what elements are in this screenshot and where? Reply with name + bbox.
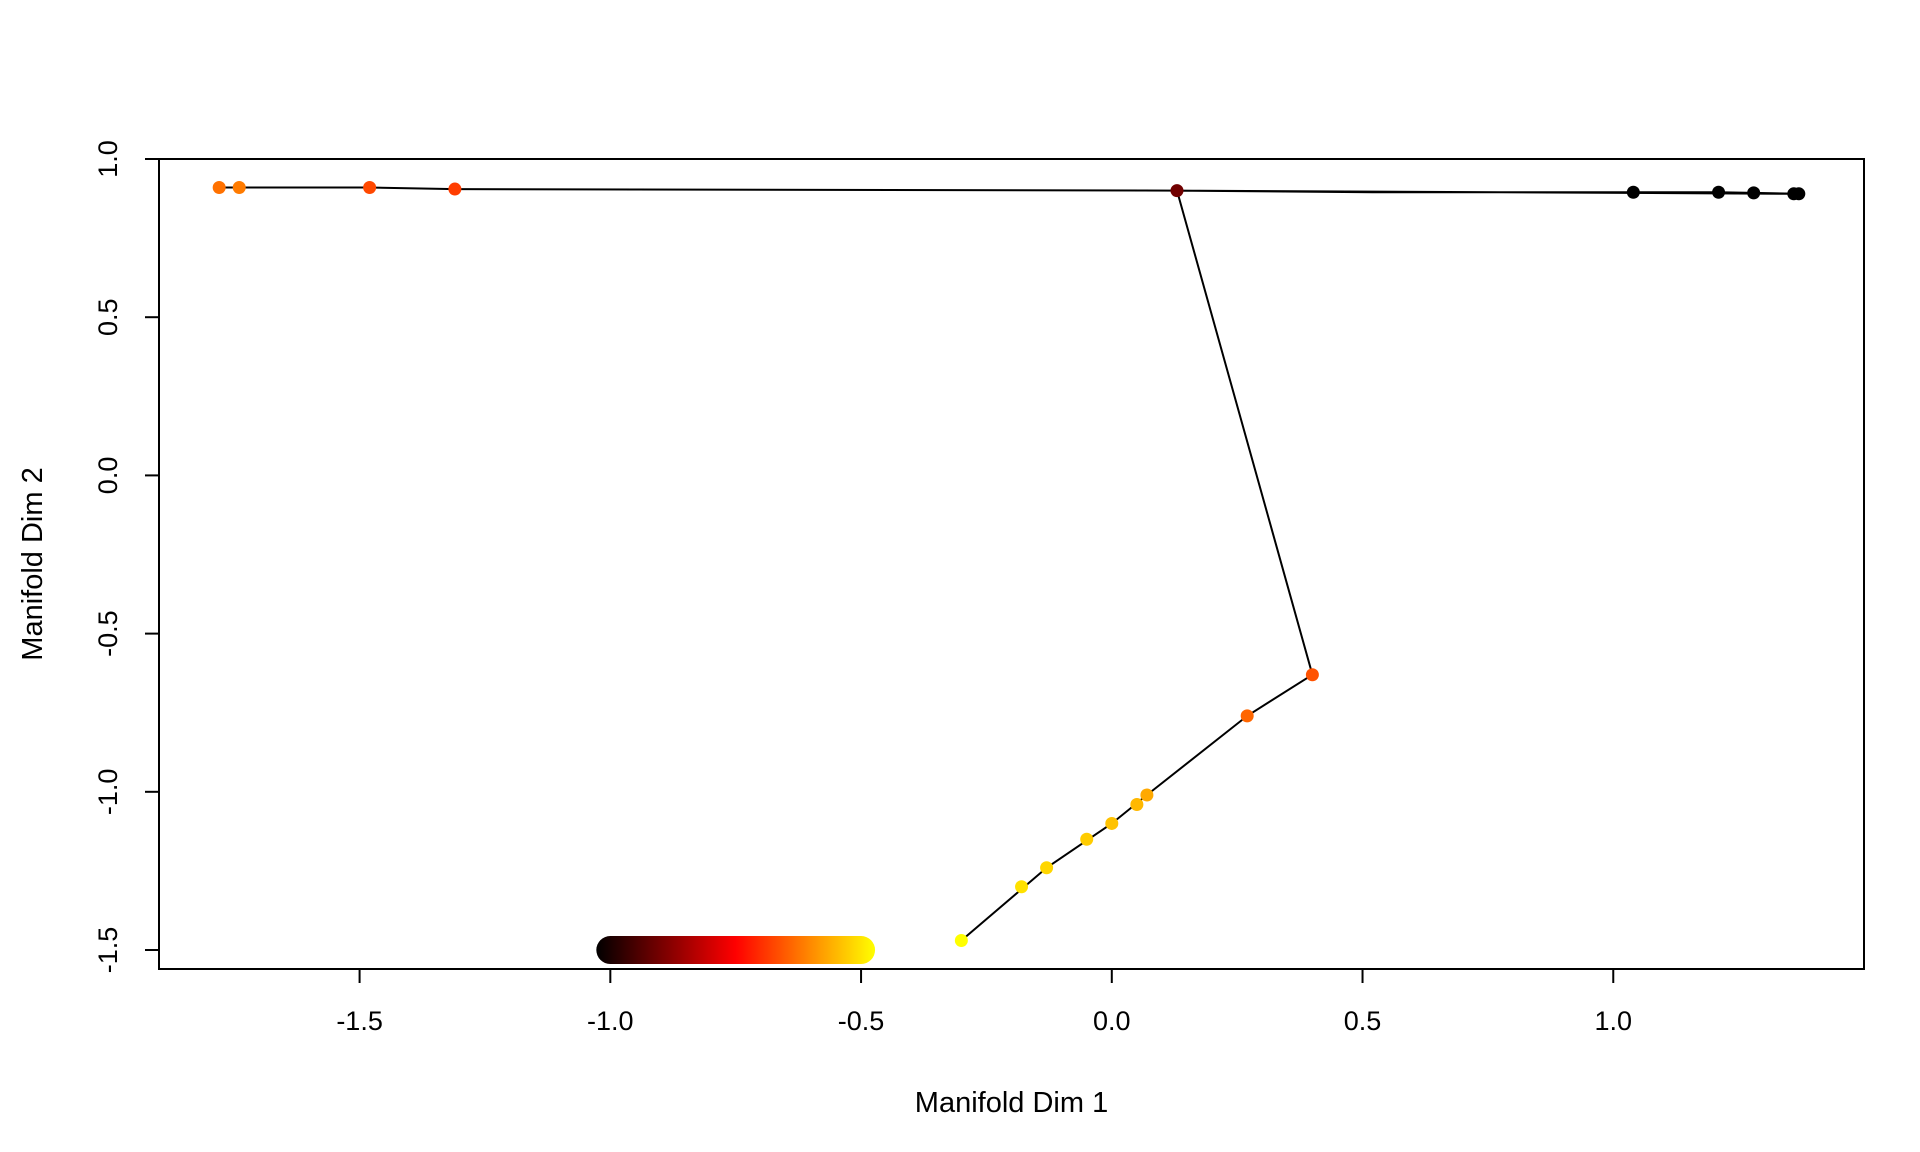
data-point bbox=[1747, 186, 1761, 200]
data-point bbox=[1015, 880, 1029, 894]
data-point bbox=[1712, 185, 1726, 199]
x-tick-label: 0.0 bbox=[1093, 1006, 1131, 1036]
plot-frame bbox=[158, 158, 1865, 970]
data-point bbox=[448, 182, 462, 196]
data-point bbox=[1130, 797, 1144, 811]
colorbar bbox=[596, 936, 876, 965]
data-point bbox=[1140, 788, 1154, 802]
trajectory-line bbox=[219, 186, 1799, 942]
y-tick-label: 0.5 bbox=[93, 298, 123, 336]
x-tick-label: 1.0 bbox=[1594, 1006, 1632, 1036]
data-point bbox=[954, 934, 968, 948]
x-tick-label: 0.5 bbox=[1344, 1006, 1382, 1036]
y-tick-label: -0.5 bbox=[93, 610, 123, 657]
x-tick-label: -1.0 bbox=[587, 1006, 634, 1036]
x-axis-title: Manifold Dim 1 bbox=[915, 1087, 1108, 1119]
y-tick-label: -1.5 bbox=[93, 927, 123, 974]
data-point bbox=[1240, 709, 1254, 723]
y-axis-title: Manifold Dim 2 bbox=[17, 467, 49, 660]
data-point bbox=[1170, 184, 1184, 198]
x-tick-label: -0.5 bbox=[838, 1006, 885, 1036]
data-point bbox=[212, 180, 226, 194]
axes: -1.5 -1.0 -0.5 0.0 0.5 1.0 -1.5 -1.0 -0.5 0.0 0.5 1… bbox=[93, 140, 1865, 1036]
data-point bbox=[232, 180, 246, 194]
data-point bbox=[1626, 185, 1640, 199]
x-tick-label: -1.5 bbox=[336, 1006, 383, 1036]
y-tick-label: 1.0 bbox=[93, 140, 123, 178]
data-point bbox=[363, 180, 377, 194]
data-point bbox=[1305, 668, 1319, 682]
data-point bbox=[1105, 816, 1119, 830]
data-point bbox=[1792, 187, 1806, 201]
y-tick-label: -1.0 bbox=[93, 769, 123, 816]
data-point bbox=[1040, 861, 1054, 875]
y-tick-label: 0.0 bbox=[93, 457, 123, 495]
data-point bbox=[1080, 832, 1094, 846]
plot-area bbox=[212, 180, 1806, 965]
